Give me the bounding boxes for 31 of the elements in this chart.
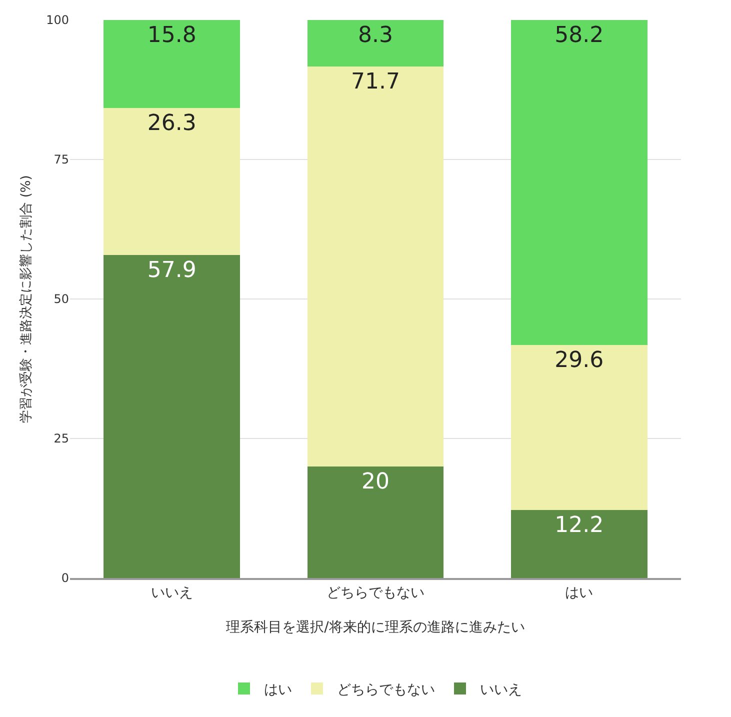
data-label: 8.3 xyxy=(358,23,393,48)
legend-label: どちらでもない xyxy=(337,682,435,698)
bar xyxy=(104,254,240,578)
data-label: 58.2 xyxy=(554,23,604,48)
bar xyxy=(510,510,648,578)
data-label: 12.2 xyxy=(554,512,604,538)
bar xyxy=(307,66,444,466)
data-label: 26.3 xyxy=(147,111,196,136)
bar xyxy=(104,108,240,255)
y-tick-label: 75 xyxy=(54,152,69,167)
x-axis-title: 理系科目を選択/将来的に理系の進路に進みたい xyxy=(226,620,525,636)
legend-label: いいえ xyxy=(480,682,522,698)
data-label: 29.6 xyxy=(554,348,604,373)
bar xyxy=(307,20,444,66)
data-label: 71.7 xyxy=(351,69,400,94)
legend-label: はい xyxy=(264,682,292,698)
x-tick-label: はい xyxy=(565,584,594,601)
bar xyxy=(104,20,240,108)
y-tick-label: 25 xyxy=(54,432,69,446)
y-tick-label: 50 xyxy=(54,292,69,306)
y-tick-label: 0 xyxy=(61,571,69,586)
x-tick-label: いいえ xyxy=(150,584,193,601)
bar xyxy=(307,466,444,578)
data-label: 20 xyxy=(362,469,390,494)
data-label: 57.9 xyxy=(147,258,196,283)
data-label: 15.8 xyxy=(147,23,196,48)
y-axis-title: 学習が受験・進路決定に影響した割合 (%) xyxy=(19,175,34,423)
bar xyxy=(510,20,648,345)
y-tick-label: 100 xyxy=(46,13,69,28)
bar xyxy=(510,344,648,510)
x-tick-label: どちらでもない xyxy=(326,584,424,601)
